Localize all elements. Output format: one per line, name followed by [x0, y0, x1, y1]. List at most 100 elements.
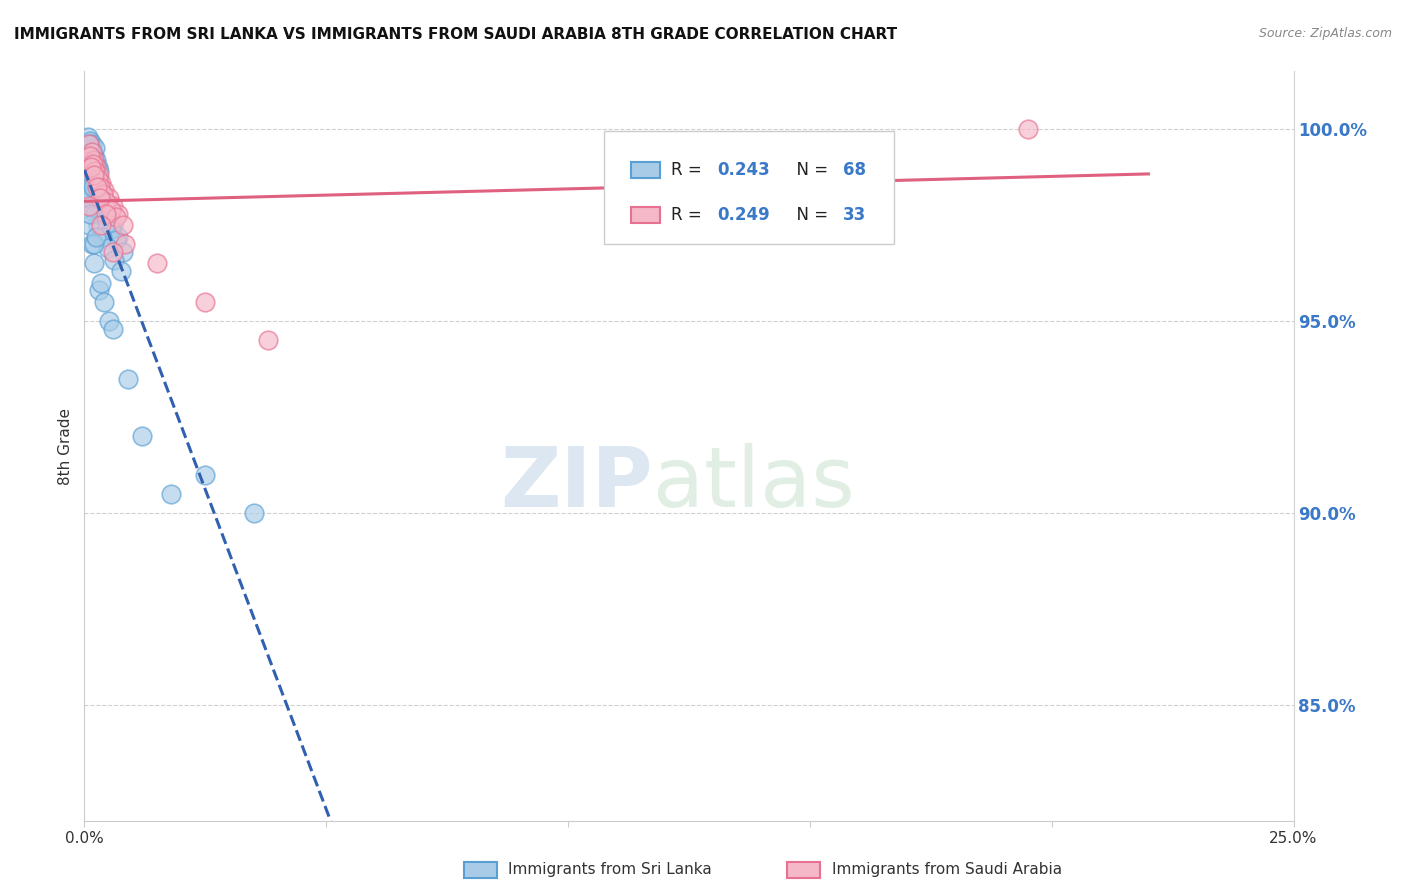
Point: [110, 264, 132, 278]
Point: [93, 194, 115, 209]
Point: [83, 161, 105, 175]
FancyBboxPatch shape: [631, 207, 661, 223]
Point: [100, 202, 122, 217]
Point: [80, 187, 103, 202]
Point: [107, 229, 129, 244]
Text: N =: N =: [786, 206, 832, 224]
Point: [77, 161, 100, 175]
Point: [87, 172, 110, 186]
Point: [83, 237, 105, 252]
Point: [86, 153, 108, 167]
Text: Source: ZipAtlas.com: Source: ZipAtlas.com: [1258, 27, 1392, 40]
Point: [82, 145, 104, 159]
Point: [112, 218, 135, 232]
Point: [77, 141, 100, 155]
Text: 0.249: 0.249: [717, 206, 769, 224]
Point: [112, 244, 135, 259]
Point: [77, 191, 100, 205]
Point: [79, 149, 101, 163]
Point: [77, 137, 100, 152]
Point: [114, 237, 136, 252]
Point: [87, 161, 110, 175]
Text: 33: 33: [842, 206, 866, 224]
Point: [90, 218, 112, 232]
Point: [79, 206, 101, 220]
Point: [131, 429, 153, 443]
Point: [242, 506, 264, 520]
Point: [87, 218, 110, 232]
Point: [77, 218, 100, 232]
Text: Immigrants from Sri Lanka: Immigrants from Sri Lanka: [508, 863, 711, 877]
Point: [90, 229, 112, 244]
FancyBboxPatch shape: [631, 161, 661, 178]
Point: [86, 176, 108, 190]
Point: [87, 284, 110, 298]
Point: [104, 234, 127, 248]
Point: [91, 187, 114, 202]
Point: [97, 241, 120, 255]
Point: [84, 206, 107, 220]
Point: [86, 179, 108, 194]
Point: [79, 179, 101, 194]
Point: [82, 156, 104, 170]
Point: [77, 129, 100, 144]
Point: [83, 256, 105, 270]
Point: [84, 168, 107, 182]
Point: [82, 156, 104, 170]
Point: [160, 487, 183, 501]
Text: IMMIGRANTS FROM SRI LANKA VS IMMIGRANTS FROM SAUDI ARABIA 8TH GRADE CORRELATION : IMMIGRANTS FROM SRI LANKA VS IMMIGRANTS …: [14, 27, 897, 42]
Point: [257, 334, 280, 348]
Point: [90, 276, 112, 290]
Point: [94, 202, 117, 217]
Text: R =: R =: [671, 206, 707, 224]
Point: [107, 206, 129, 220]
Point: [94, 206, 117, 220]
Point: [103, 322, 125, 336]
Point: [100, 222, 122, 236]
Point: [103, 252, 125, 267]
Point: [80, 237, 103, 252]
Point: [93, 211, 115, 225]
Text: ZIP: ZIP: [501, 443, 652, 524]
Point: [91, 199, 114, 213]
Point: [77, 199, 100, 213]
Point: [80, 145, 103, 159]
Point: [103, 218, 125, 232]
Point: [86, 191, 108, 205]
Point: [97, 191, 120, 205]
Point: [83, 168, 105, 182]
Point: [89, 191, 111, 205]
Point: [87, 168, 110, 182]
Point: [87, 187, 110, 202]
Point: [86, 179, 108, 194]
Point: [80, 161, 103, 175]
Y-axis label: 8th Grade: 8th Grade: [58, 408, 73, 484]
Point: [82, 153, 104, 167]
Point: [79, 168, 101, 182]
Point: [83, 184, 105, 198]
Point: [87, 199, 110, 213]
Point: [94, 194, 117, 209]
Text: 68: 68: [842, 161, 866, 179]
Point: [93, 294, 115, 309]
Point: [103, 199, 125, 213]
Point: [80, 145, 103, 159]
Point: [82, 176, 104, 190]
Point: [194, 294, 217, 309]
Point: [97, 314, 120, 328]
Point: [77, 137, 100, 152]
Point: [1017, 122, 1039, 136]
Point: [86, 161, 108, 175]
Point: [146, 256, 169, 270]
Point: [82, 179, 104, 194]
Text: N =: N =: [786, 161, 832, 179]
Point: [87, 164, 110, 178]
Point: [103, 244, 125, 259]
Point: [80, 137, 103, 152]
Text: atlas: atlas: [652, 443, 855, 524]
Point: [93, 184, 115, 198]
Point: [83, 153, 105, 167]
Text: 0.243: 0.243: [717, 161, 769, 179]
Point: [86, 229, 108, 244]
Point: [117, 372, 139, 386]
